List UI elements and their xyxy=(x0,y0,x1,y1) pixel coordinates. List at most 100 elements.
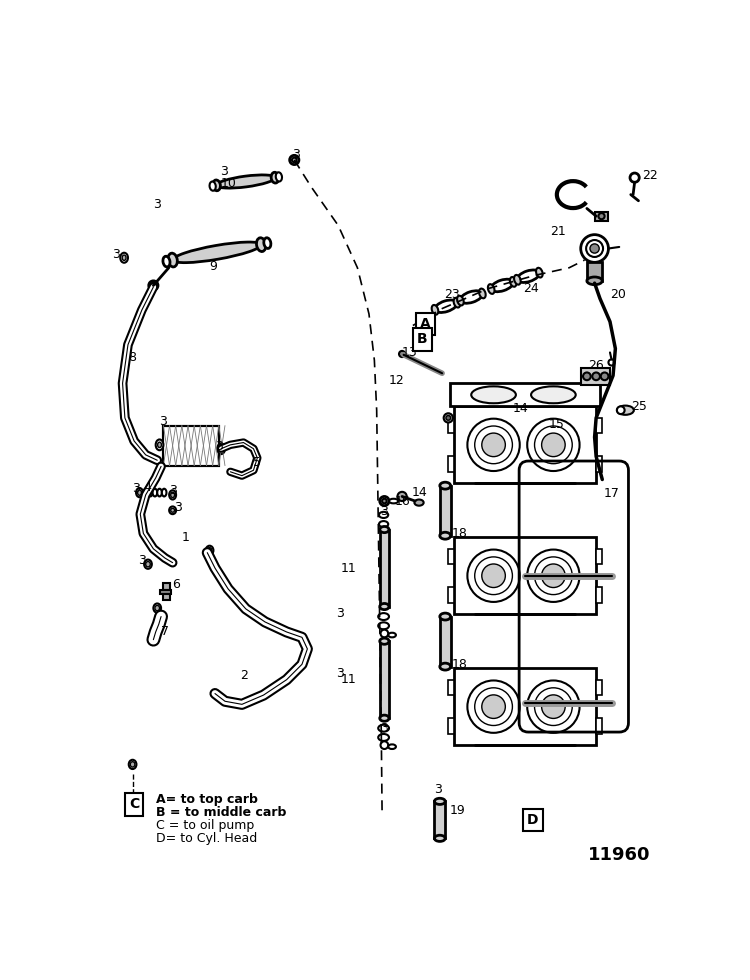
Circle shape xyxy=(399,351,405,357)
Bar xyxy=(596,718,602,734)
Circle shape xyxy=(527,550,580,602)
Ellipse shape xyxy=(219,446,223,452)
Circle shape xyxy=(542,695,566,718)
Ellipse shape xyxy=(217,443,225,454)
Text: 20: 20 xyxy=(610,288,626,301)
Circle shape xyxy=(617,407,625,415)
Ellipse shape xyxy=(207,548,212,553)
Circle shape xyxy=(380,497,389,506)
Ellipse shape xyxy=(292,158,296,163)
Ellipse shape xyxy=(379,521,388,527)
Text: 1: 1 xyxy=(182,531,190,544)
Ellipse shape xyxy=(171,492,175,498)
Text: 3: 3 xyxy=(174,502,182,514)
Circle shape xyxy=(467,418,520,471)
Circle shape xyxy=(630,173,639,182)
Text: 3: 3 xyxy=(215,440,223,453)
Text: 6: 6 xyxy=(172,578,181,592)
Text: 5: 5 xyxy=(254,456,262,469)
Text: 24: 24 xyxy=(523,282,538,295)
Ellipse shape xyxy=(170,507,176,514)
Ellipse shape xyxy=(172,242,261,263)
Ellipse shape xyxy=(162,489,166,497)
Ellipse shape xyxy=(440,532,451,539)
Circle shape xyxy=(535,426,572,464)
Bar xyxy=(596,417,602,433)
Ellipse shape xyxy=(617,406,634,415)
Ellipse shape xyxy=(120,253,128,263)
Text: 3: 3 xyxy=(434,783,442,797)
Ellipse shape xyxy=(158,489,162,497)
Circle shape xyxy=(446,416,451,420)
Ellipse shape xyxy=(156,439,164,450)
Ellipse shape xyxy=(163,256,170,267)
Text: 11: 11 xyxy=(340,673,356,686)
Bar xyxy=(454,668,596,745)
Ellipse shape xyxy=(130,761,135,767)
Text: C: C xyxy=(129,798,140,811)
Text: 15: 15 xyxy=(548,417,564,430)
Bar xyxy=(380,529,389,607)
Text: 9: 9 xyxy=(209,260,218,272)
Text: 18: 18 xyxy=(452,527,467,540)
Text: 2: 2 xyxy=(241,668,248,681)
Text: 3: 3 xyxy=(220,165,228,178)
Ellipse shape xyxy=(380,526,389,533)
Ellipse shape xyxy=(440,613,451,620)
Text: 12: 12 xyxy=(388,374,404,387)
Circle shape xyxy=(592,372,600,380)
Text: 14: 14 xyxy=(411,486,427,499)
Ellipse shape xyxy=(378,613,389,620)
Ellipse shape xyxy=(378,622,389,629)
Bar xyxy=(434,802,445,838)
Ellipse shape xyxy=(471,386,516,404)
Ellipse shape xyxy=(389,499,398,504)
Text: D= to Cyl. Head: D= to Cyl. Head xyxy=(156,832,257,845)
Ellipse shape xyxy=(479,288,486,298)
Ellipse shape xyxy=(380,604,389,610)
Ellipse shape xyxy=(158,442,161,448)
Text: 17: 17 xyxy=(604,487,619,500)
Circle shape xyxy=(601,372,608,380)
Ellipse shape xyxy=(206,546,214,555)
Ellipse shape xyxy=(168,253,177,267)
Ellipse shape xyxy=(536,268,543,277)
Ellipse shape xyxy=(432,305,438,315)
Text: 18: 18 xyxy=(452,658,467,670)
Circle shape xyxy=(598,213,604,220)
Ellipse shape xyxy=(143,489,148,497)
Ellipse shape xyxy=(440,663,451,670)
Ellipse shape xyxy=(454,298,460,308)
Text: 23: 23 xyxy=(444,288,460,301)
Ellipse shape xyxy=(379,512,388,518)
Text: 3: 3 xyxy=(336,667,344,680)
Text: C = to oil pump: C = to oil pump xyxy=(156,818,254,832)
Ellipse shape xyxy=(380,638,389,644)
Circle shape xyxy=(380,630,388,637)
Circle shape xyxy=(444,414,453,422)
Bar xyxy=(448,457,454,471)
Bar xyxy=(596,549,602,564)
Text: 3: 3 xyxy=(159,416,166,428)
Bar xyxy=(448,417,454,433)
Ellipse shape xyxy=(213,180,220,191)
Text: 26: 26 xyxy=(589,359,604,372)
Circle shape xyxy=(467,680,520,733)
Ellipse shape xyxy=(460,291,482,303)
Ellipse shape xyxy=(531,386,576,404)
Text: 13: 13 xyxy=(402,346,418,359)
Ellipse shape xyxy=(272,172,279,183)
Ellipse shape xyxy=(388,633,396,637)
Ellipse shape xyxy=(518,270,539,282)
Ellipse shape xyxy=(510,277,517,287)
Circle shape xyxy=(542,564,566,588)
Bar xyxy=(454,407,596,483)
Circle shape xyxy=(527,418,580,471)
Ellipse shape xyxy=(148,281,158,290)
Text: 10: 10 xyxy=(220,176,236,189)
Circle shape xyxy=(535,688,572,725)
Ellipse shape xyxy=(264,238,271,249)
Ellipse shape xyxy=(434,835,445,842)
Circle shape xyxy=(380,741,388,749)
Text: B = to middle carb: B = to middle carb xyxy=(156,806,286,818)
